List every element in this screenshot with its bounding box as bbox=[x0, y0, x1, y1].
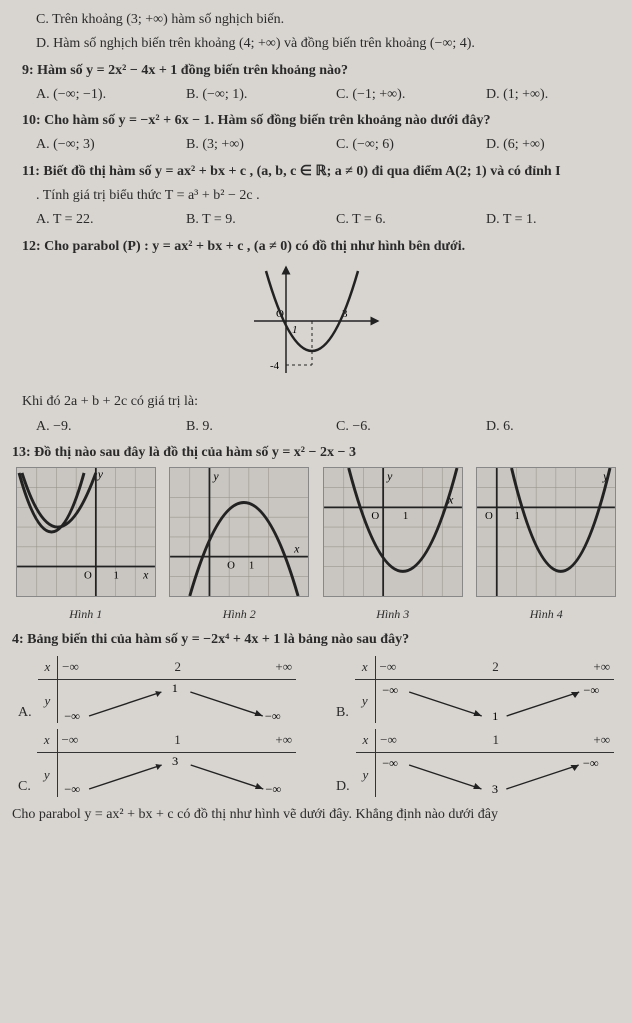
table-c[interactable]: C. x −∞ 1 +∞ y 3 −∞ −∞ bbox=[18, 729, 296, 796]
fig1-cap: Hình 1 bbox=[12, 606, 160, 623]
dx1: 1 bbox=[469, 729, 523, 752]
svg-text:1: 1 bbox=[113, 569, 118, 581]
q11-b[interactable]: B. T = 9. bbox=[186, 210, 324, 230]
ax1: 2 bbox=[151, 656, 205, 679]
svg-text:−∞: −∞ bbox=[265, 783, 281, 797]
q12b-stem: Khi đó 2a + b + 2c có giá trị là: bbox=[22, 392, 624, 412]
svg-text:y: y bbox=[97, 467, 104, 481]
svg-text:1: 1 bbox=[515, 510, 520, 522]
svg-text:3: 3 bbox=[492, 783, 498, 797]
table-a[interactable]: A. x −∞ 2 +∞ y 1 −∞ −∞ bbox=[18, 656, 296, 723]
q10-c[interactable]: C. (−∞; 6) bbox=[336, 135, 474, 155]
label-a: A. bbox=[18, 703, 32, 723]
q13-figures: y x O 1 Hình 1 y x O 1 Hình 2 bbox=[12, 467, 620, 624]
svg-text:−∞: −∞ bbox=[583, 757, 599, 771]
svg-text:O: O bbox=[371, 510, 379, 522]
q12-figure: O 3 1 -4 bbox=[8, 261, 624, 388]
q12b-d[interactable]: D. 6. bbox=[486, 417, 624, 437]
q10-d[interactable]: D. (6; +∞) bbox=[486, 135, 624, 155]
fig4-cap: Hình 4 bbox=[473, 606, 621, 623]
fig1[interactable]: y x O 1 Hình 1 bbox=[12, 467, 160, 624]
q11-stem: 11: Biết đồ thị hàm số y = ax² + bx + c … bbox=[22, 162, 624, 182]
svg-text:-4: -4 bbox=[270, 360, 280, 372]
bx2: +∞ bbox=[522, 656, 614, 679]
qlast-stem: Cho parabol y = ax² + bx + c có đồ thị n… bbox=[12, 805, 620, 825]
q12b-c[interactable]: C. −6. bbox=[336, 417, 474, 437]
cx2: +∞ bbox=[204, 729, 296, 752]
q14-stem: 4: Bảng biến thi của hàm số y = −2x⁴ + 4… bbox=[12, 630, 624, 650]
fig3-cap: Hình 3 bbox=[319, 606, 467, 623]
ax0: −∞ bbox=[58, 656, 151, 679]
q12b-options: A. −9. B. 9. C. −6. D. 6. bbox=[36, 417, 624, 437]
q13-stem: 13: Đồ thị nào sau đây là đồ thị của hàm… bbox=[12, 443, 624, 463]
svg-text:O: O bbox=[485, 510, 493, 522]
ax2: +∞ bbox=[205, 656, 296, 679]
svg-text:−∞: −∞ bbox=[382, 683, 398, 697]
fig3[interactable]: y x O1 Hình 3 bbox=[319, 467, 467, 624]
svg-text:−∞: −∞ bbox=[382, 757, 398, 771]
q11-options: A. T = 22. B. T = 9. C. T = 6. D. T = 1. bbox=[36, 210, 624, 230]
bx0: −∞ bbox=[375, 656, 468, 679]
label-c: C. bbox=[18, 777, 31, 797]
bx1: 2 bbox=[468, 656, 522, 679]
svg-text:1: 1 bbox=[403, 510, 408, 522]
table-b[interactable]: B. x −∞ 2 +∞ y −∞ −∞ 1 bbox=[336, 656, 614, 723]
svg-text:−∞: −∞ bbox=[64, 709, 80, 723]
svg-text:x: x bbox=[293, 542, 300, 556]
q9-stem: 9: Hàm số y = 2x² − 4x + 1 đồng biến trê… bbox=[22, 61, 624, 81]
q9-options: A. (−∞; −1). B. (−∞; 1). C. (−1; +∞). D.… bbox=[36, 85, 624, 105]
q11-d[interactable]: D. T = 1. bbox=[486, 210, 624, 230]
cx0: −∞ bbox=[57, 729, 150, 752]
svg-text:O: O bbox=[84, 569, 92, 581]
q9-a[interactable]: A. (−∞; −1). bbox=[36, 85, 174, 105]
svg-text:1: 1 bbox=[249, 560, 254, 572]
q11-a[interactable]: A. T = 22. bbox=[36, 210, 174, 230]
svg-text:y: y bbox=[213, 469, 220, 483]
dx0: −∞ bbox=[376, 729, 469, 752]
fig2[interactable]: y x O 1 Hình 2 bbox=[166, 467, 314, 624]
svg-text:1: 1 bbox=[292, 324, 298, 336]
q11-sub: . Tính giá trị biểu thức T = a³ + b² − 2… bbox=[36, 186, 624, 206]
fig2-cap: Hình 2 bbox=[166, 606, 314, 623]
opt-c-text: C. Trên khoảng (3; +∞) hàm số nghịch biế… bbox=[36, 10, 624, 30]
q12-stem: 12: Cho parabol (P) : y = ax² + bx + c ,… bbox=[22, 237, 624, 257]
q9-b[interactable]: B. (−∞; 1). bbox=[186, 85, 324, 105]
svg-text:1: 1 bbox=[492, 709, 498, 723]
q12b-b[interactable]: B. 9. bbox=[186, 417, 324, 437]
svg-text:O: O bbox=[227, 560, 235, 572]
dx2: +∞ bbox=[523, 729, 614, 752]
svg-text:−∞: −∞ bbox=[64, 783, 80, 797]
q11-c[interactable]: C. T = 6. bbox=[336, 210, 474, 230]
table-d[interactable]: D. x −∞ 1 +∞ y −∞ −∞ 3 bbox=[336, 729, 614, 796]
svg-text:1: 1 bbox=[172, 681, 178, 695]
opt-d-text: D. Hàm số nghịch biến trên khoảng (4; +∞… bbox=[36, 34, 624, 54]
svg-text:−∞: −∞ bbox=[265, 709, 281, 723]
q12b-a[interactable]: A. −9. bbox=[36, 417, 174, 437]
label-d: D. bbox=[336, 777, 350, 797]
svg-text:y: y bbox=[386, 469, 393, 483]
svg-text:−∞: −∞ bbox=[583, 683, 599, 697]
label-b: B. bbox=[336, 703, 349, 723]
q10-options: A. (−∞; 3) B. (3; +∞) C. (−∞; 6) D. (6; … bbox=[36, 135, 624, 155]
svg-text:x: x bbox=[142, 567, 149, 581]
fig4[interactable]: y O1 Hình 4 bbox=[473, 467, 621, 624]
q10-stem: 10: Cho hàm số y = −x² + 6x − 1. Hàm số … bbox=[22, 111, 624, 131]
svg-text:3: 3 bbox=[172, 755, 178, 769]
q10-b[interactable]: B. (3; +∞) bbox=[186, 135, 324, 155]
q9-d[interactable]: D. (1; +∞). bbox=[486, 85, 624, 105]
q9-c[interactable]: C. (−1; +∞). bbox=[336, 85, 474, 105]
cx1: 1 bbox=[150, 729, 204, 752]
q10-a[interactable]: A. (−∞; 3) bbox=[36, 135, 174, 155]
